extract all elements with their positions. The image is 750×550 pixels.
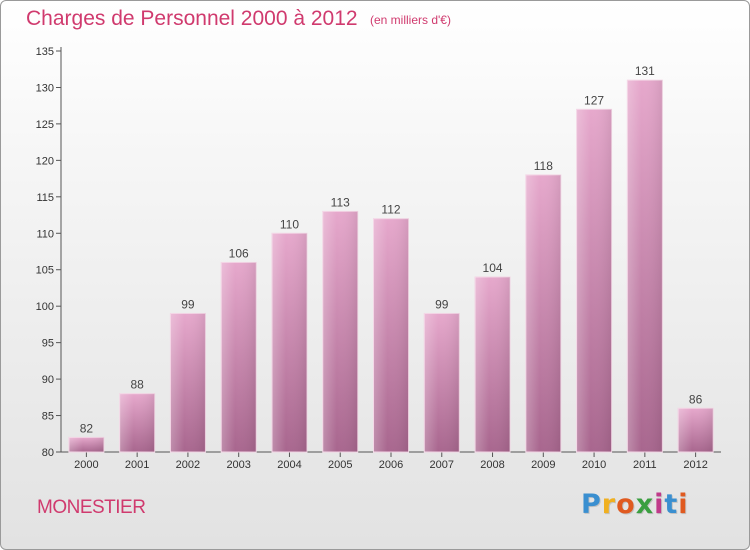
x-tick-label: 2004 xyxy=(277,459,301,471)
bar-value-label: 118 xyxy=(534,159,553,173)
x-tick-label: 2001 xyxy=(125,459,149,471)
bar-value-label: 104 xyxy=(483,261,503,275)
place-name: MONESTIER xyxy=(37,497,146,518)
y-tick-label: 125 xyxy=(36,119,54,131)
bars xyxy=(68,79,714,453)
logo-letter: r xyxy=(601,489,617,520)
y-tick-label: 95 xyxy=(42,338,54,350)
bar-shine xyxy=(221,262,257,452)
y-tick-label: 80 xyxy=(42,447,54,459)
y-tick-label: 135 xyxy=(36,46,54,58)
x-tick-label: 2000 xyxy=(74,459,98,471)
bar-shine xyxy=(322,211,358,452)
x-tick-label: 2003 xyxy=(226,459,250,471)
proxiti-logo: Proxiti xyxy=(581,489,689,520)
bar-value-label: 113 xyxy=(331,195,350,209)
bar-shine xyxy=(627,80,663,452)
bar-value-label: 99 xyxy=(435,297,449,311)
logo-letter: x xyxy=(635,489,655,520)
logo-letter: i xyxy=(678,489,689,520)
bar-value-label: 127 xyxy=(584,93,604,107)
value-labels: 82 88 99 106 110 113 112 99 104 118 127 131 86 xyxy=(80,64,703,435)
bar-value-label: 86 xyxy=(689,392,703,406)
chart-subtitle: (en milliers d'€) xyxy=(370,13,451,27)
bar-shine xyxy=(525,174,561,453)
bar-value-label: 82 xyxy=(80,421,94,435)
bar-shine xyxy=(373,218,409,452)
bar-shine xyxy=(119,393,155,452)
x-tick-label: 2010 xyxy=(582,459,606,471)
x-tick-label: 2011 xyxy=(633,459,657,471)
y-tick-label: 120 xyxy=(36,155,54,167)
y-tick-label: 90 xyxy=(42,374,54,386)
x-tick-label: 2008 xyxy=(480,459,504,471)
y-tick-label: 105 xyxy=(36,265,54,277)
chart-title: Charges de Personnel 2000 à 2012 xyxy=(26,7,358,30)
y-tick-label: 110 xyxy=(36,228,54,240)
bar-value-label: 112 xyxy=(381,203,400,217)
y-tick-label: 115 xyxy=(36,192,54,204)
bar-shine xyxy=(678,408,714,452)
logo-letter: o xyxy=(616,489,636,520)
bar-shine xyxy=(576,109,612,452)
x-axis: 2000 2001 2002 2003 2004 2005 2006 2007 2008 2009… xyxy=(61,451,721,471)
bar-shine xyxy=(271,233,307,452)
x-tick-label: 2002 xyxy=(176,459,200,471)
bar-value-label: 110 xyxy=(280,217,299,231)
bar-value-label: 131 xyxy=(635,64,655,78)
x-tick-label: 2009 xyxy=(531,459,555,471)
x-tick-label: 2006 xyxy=(379,459,403,471)
y-tick-label: 85 xyxy=(42,411,54,423)
y-tick-label: 130 xyxy=(36,82,54,94)
y-tick-label: 100 xyxy=(36,301,54,313)
bar-value-label: 88 xyxy=(130,378,144,392)
x-tick-label: 2005 xyxy=(328,459,352,471)
x-tick-label: 2007 xyxy=(430,459,454,471)
logo-letter: P xyxy=(581,489,602,520)
x-tick-label: 2012 xyxy=(683,459,707,471)
bar-shine xyxy=(170,313,206,452)
y-axis: 80 85 90 95 100 105 110 115 120 125 130 135 xyxy=(36,46,62,459)
bar-value-label: 99 xyxy=(181,297,195,311)
bar-shine xyxy=(475,277,511,452)
bar-shine xyxy=(424,313,460,452)
bar-value-label: 106 xyxy=(229,246,249,260)
logo-letter: t xyxy=(664,489,679,520)
logo-letter: i xyxy=(654,489,665,520)
bar-shine xyxy=(68,437,104,452)
